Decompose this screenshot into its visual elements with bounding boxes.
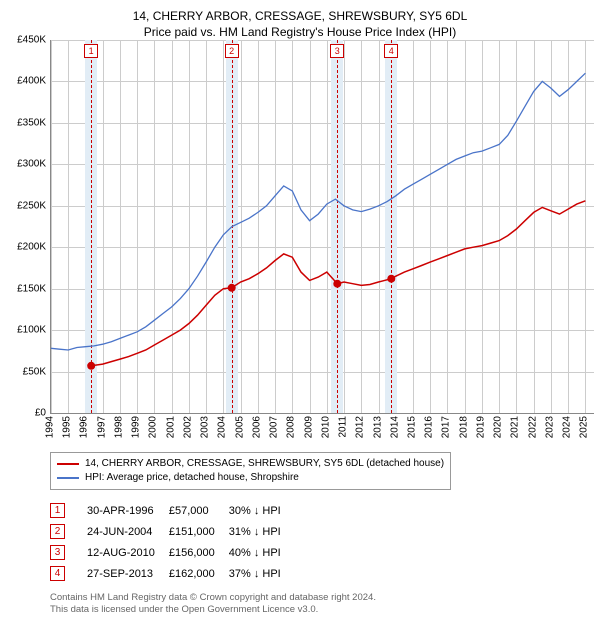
x-tick: 2006 — [251, 416, 262, 438]
footer: Contains HM Land Registry data © Crown c… — [50, 592, 594, 616]
y-tick: £50K — [23, 366, 46, 377]
chart-area: £0£50K£100K£150K£200K£250K£300K£350K£400… — [6, 40, 594, 414]
sale-diff: 30% ↓ HPI — [229, 500, 295, 521]
sale-num-cell: 1 — [50, 500, 87, 521]
title-address: 14, CHERRY ARBOR, CRESSAGE, SHREWSBURY, … — [6, 8, 594, 24]
x-tick: 2020 — [493, 416, 504, 438]
x-tick: 2014 — [389, 416, 400, 438]
footer-line-1: Contains HM Land Registry data © Crown c… — [50, 592, 594, 604]
sale-diff: 37% ↓ HPI — [229, 563, 295, 584]
sale-dot — [387, 275, 395, 283]
legend-row-hpi: HPI: Average price, detached house, Shro… — [57, 471, 444, 485]
x-tick: 2024 — [562, 416, 573, 438]
sale-date: 27-SEP-2013 — [87, 563, 169, 584]
x-tick: 2013 — [372, 416, 383, 438]
x-tick: 1997 — [96, 416, 107, 438]
x-tick: 2025 — [579, 416, 590, 438]
y-tick: £100K — [17, 325, 46, 336]
sale-dot — [87, 362, 95, 370]
x-tick: 2017 — [441, 416, 452, 438]
title-subtitle: Price paid vs. HM Land Registry's House … — [6, 24, 594, 40]
chart-titles: 14, CHERRY ARBOR, CRESSAGE, SHREWSBURY, … — [6, 8, 594, 40]
sale-price: £156,000 — [169, 542, 229, 563]
y-tick: £300K — [17, 159, 46, 170]
sale-marker: 2 — [225, 44, 239, 58]
x-tick: 1998 — [113, 416, 124, 438]
y-tick: £150K — [17, 283, 46, 294]
sale-num-box: 3 — [50, 545, 65, 560]
chart-svg — [51, 40, 594, 413]
y-tick: £450K — [17, 35, 46, 46]
x-tick: 2023 — [544, 416, 555, 438]
x-tick: 1995 — [62, 416, 73, 438]
sale-num-cell: 2 — [50, 521, 87, 542]
sale-dot — [333, 280, 341, 288]
table-row: 1 30-APR-1996£57,00030% ↓ HPI — [50, 500, 295, 521]
y-tick: £200K — [17, 242, 46, 253]
sale-num-box: 1 — [50, 503, 65, 518]
x-tick: 2022 — [527, 416, 538, 438]
x-tick: 2021 — [510, 416, 521, 438]
sale-diff: 40% ↓ HPI — [229, 542, 295, 563]
footer-line-2: This data is licensed under the Open Gov… — [50, 604, 594, 616]
sale-marker: 3 — [330, 44, 344, 58]
legend-row-property: 14, CHERRY ARBOR, CRESSAGE, SHREWSBURY, … — [57, 457, 444, 471]
x-tick: 1999 — [131, 416, 142, 438]
x-tick: 2008 — [286, 416, 297, 438]
x-tick: 2005 — [234, 416, 245, 438]
y-axis: £0£50K£100K£150K£200K£250K£300K£350K£400… — [6, 40, 50, 414]
y-tick: £400K — [17, 76, 46, 87]
x-tick: 2001 — [165, 416, 176, 438]
sale-diff: 31% ↓ HPI — [229, 521, 295, 542]
plot-region: 1 2 3 4 — [50, 40, 594, 414]
chart-wrap: £0£50K£100K£150K£200K£250K£300K£350K£400… — [6, 40, 594, 448]
table-row: 3 12-AUG-2010£156,00040% ↓ HPI — [50, 542, 295, 563]
legend: 14, CHERRY ARBOR, CRESSAGE, SHREWSBURY, … — [50, 452, 451, 490]
y-tick: £250K — [17, 200, 46, 211]
series-hpi — [51, 73, 585, 350]
sale-price: £162,000 — [169, 563, 229, 584]
x-tick: 1996 — [79, 416, 90, 438]
x-tick: 2007 — [269, 416, 280, 438]
legend-swatch-property — [57, 463, 79, 465]
x-tick: 2010 — [320, 416, 331, 438]
legend-swatch-hpi — [57, 477, 79, 479]
x-tick: 2012 — [355, 416, 366, 438]
sale-num-box: 2 — [50, 524, 65, 539]
table-row: 2 24-JUN-2004£151,00031% ↓ HPI — [50, 521, 295, 542]
chart-container: 14, CHERRY ARBOR, CRESSAGE, SHREWSBURY, … — [0, 0, 600, 620]
sale-date: 12-AUG-2010 — [87, 542, 169, 563]
y-tick: £350K — [17, 117, 46, 128]
x-tick: 2018 — [458, 416, 469, 438]
x-tick: 1994 — [45, 416, 56, 438]
sale-marker: 4 — [384, 44, 398, 58]
sale-price: £57,000 — [169, 500, 229, 521]
sale-marker: 1 — [84, 44, 98, 58]
sale-num-cell: 3 — [50, 542, 87, 563]
sale-dot — [228, 284, 236, 292]
sale-num-cell: 4 — [50, 563, 87, 584]
sale-date: 24-JUN-2004 — [87, 521, 169, 542]
table-row: 4 27-SEP-2013£162,00037% ↓ HPI — [50, 563, 295, 584]
x-tick: 2009 — [303, 416, 314, 438]
sale-num-box: 4 — [50, 566, 65, 581]
sale-date: 30-APR-1996 — [87, 500, 169, 521]
x-tick: 2003 — [200, 416, 211, 438]
x-tick: 2004 — [217, 416, 228, 438]
x-tick: 2011 — [338, 416, 349, 438]
x-tick: 2019 — [475, 416, 486, 438]
x-tick: 2002 — [182, 416, 193, 438]
legend-label-property: 14, CHERRY ARBOR, CRESSAGE, SHREWSBURY, … — [85, 457, 444, 471]
x-axis: 1994199519961997199819992000200120022003… — [50, 414, 594, 448]
x-tick: 2016 — [424, 416, 435, 438]
sales-table: 1 30-APR-1996£57,00030% ↓ HPI 2 24-JUN-2004… — [50, 500, 594, 584]
legend-label-hpi: HPI: Average price, detached house, Shro… — [85, 471, 299, 485]
x-tick: 2000 — [148, 416, 159, 438]
sale-price: £151,000 — [169, 521, 229, 542]
x-tick: 2015 — [407, 416, 418, 438]
